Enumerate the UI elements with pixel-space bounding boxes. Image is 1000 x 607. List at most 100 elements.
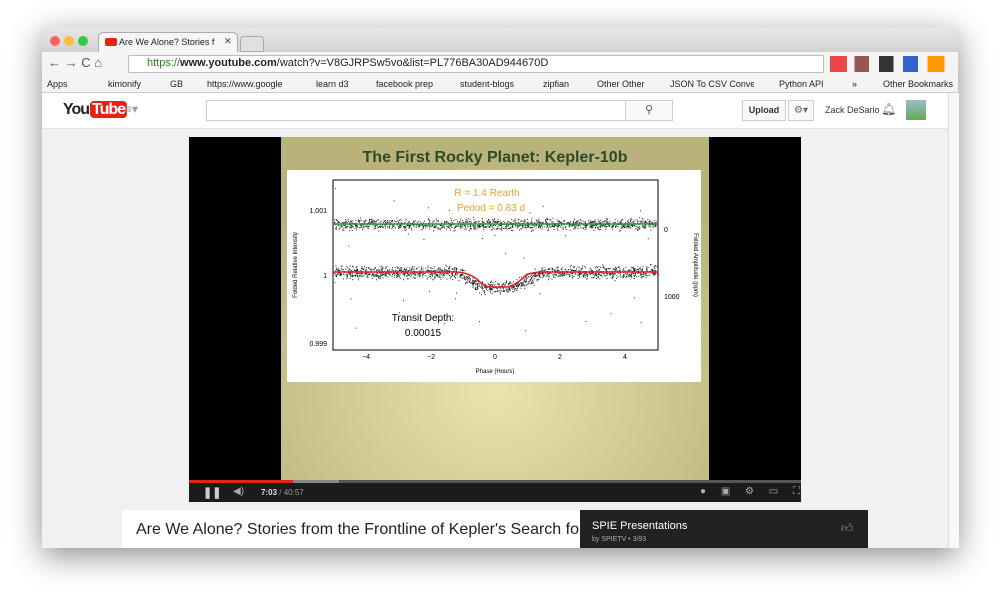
noise-dot xyxy=(376,224,378,226)
noise-dot xyxy=(575,221,577,223)
minimize-button[interactable] xyxy=(64,36,74,46)
noise-dot xyxy=(534,274,536,276)
noise-dot xyxy=(443,275,445,277)
zoom-button[interactable] xyxy=(78,36,88,46)
noise-dot xyxy=(595,267,597,269)
address-bar[interactable] xyxy=(128,55,824,73)
bookmark[interactable]: Python API xyxy=(779,79,824,89)
noise-dot xyxy=(582,227,584,229)
noise-dot xyxy=(480,286,482,288)
noise-dot xyxy=(637,270,639,272)
volume-button[interactable]: ◀) xyxy=(233,486,245,497)
noise-dot xyxy=(593,222,595,224)
noise-dot xyxy=(641,270,643,272)
noise-dot xyxy=(586,276,588,278)
user-name[interactable]: Zack DeSario xyxy=(825,105,880,115)
bookmark[interactable]: kimonify xyxy=(108,79,142,89)
bookmark[interactable]: JSON To CSV Conver xyxy=(670,79,754,89)
noise-dot xyxy=(407,274,409,276)
tab[interactable] xyxy=(98,32,238,53)
scrollbar[interactable] xyxy=(948,93,959,548)
noise-dot xyxy=(554,270,556,272)
noise-dot xyxy=(425,275,427,277)
tab-close[interactable]: ✕ xyxy=(224,36,232,46)
noise-dot xyxy=(649,221,651,223)
noise-dot xyxy=(345,273,347,275)
avatar[interactable] xyxy=(906,100,926,120)
noise-dot xyxy=(545,218,547,220)
url[interactable]: https://www.youtube.com/watch?v=V8GJRPSw… xyxy=(147,57,548,69)
noise-dot xyxy=(508,289,510,291)
noise-dot xyxy=(612,228,614,230)
bookmark[interactable]: learn d3 xyxy=(316,79,349,89)
extension-icons[interactable] xyxy=(830,56,952,72)
noise-dot xyxy=(411,228,413,230)
noise-dot xyxy=(342,273,344,275)
noise-dot xyxy=(532,282,534,284)
noise-dot xyxy=(644,225,646,227)
noise-dot xyxy=(538,275,540,277)
noise-dot xyxy=(467,218,469,220)
noise-dot xyxy=(539,270,541,272)
search-button[interactable]: ⚲ xyxy=(625,100,673,121)
tab-title[interactable]: Are We Alone? Stories f xyxy=(119,37,215,47)
noise-dot xyxy=(365,272,367,274)
noise-dot xyxy=(372,268,374,270)
noise-dot xyxy=(360,270,362,272)
guide-button[interactable]: ≡▾ xyxy=(125,102,139,116)
noise-dot xyxy=(334,272,336,274)
noise-dot xyxy=(628,273,630,275)
noise-dot xyxy=(439,272,441,274)
noise-dot xyxy=(482,290,484,292)
bookmark[interactable]: https://www.google xyxy=(207,79,283,89)
noise-dot xyxy=(624,222,626,224)
noise-dot xyxy=(593,230,595,232)
noise-dot xyxy=(505,252,507,254)
youtube-logo[interactable]: You Tube xyxy=(63,101,128,119)
noise-dot xyxy=(539,293,541,295)
noise-dot xyxy=(653,272,655,274)
bookmark[interactable]: Other Other xyxy=(597,79,645,89)
noise-dot xyxy=(444,220,446,222)
notifications[interactable]: 🔔︎ xyxy=(881,102,897,116)
other-bookmarks[interactable]: Other Bookmarks xyxy=(883,79,954,89)
noise-dot xyxy=(439,273,441,275)
bookmark[interactable]: student-blogs xyxy=(460,79,515,89)
close-button[interactable] xyxy=(50,36,60,46)
noise-dot xyxy=(445,228,447,230)
settings-button[interactable]: ⚙▾ xyxy=(788,100,814,121)
noise-dot xyxy=(344,224,346,226)
noise-dot xyxy=(365,273,367,275)
noise-dot xyxy=(645,269,647,271)
noise-dot xyxy=(357,269,359,271)
bookmark[interactable]: GB xyxy=(170,79,184,89)
like-button[interactable]: 👍︎ xyxy=(841,521,854,535)
player-controls[interactable]: ● ▣ ⚙ ▭ ⛶ xyxy=(700,486,807,497)
progress-track[interactable] xyxy=(189,480,801,483)
bookmark[interactable]: Apps xyxy=(47,79,68,89)
x-tick-label: −2 xyxy=(427,354,435,361)
noise-dot xyxy=(520,282,522,284)
new-tab[interactable] xyxy=(240,36,264,52)
noise-dot xyxy=(455,269,457,271)
noise-dot xyxy=(393,225,395,227)
pause-button[interactable]: ❚❚ xyxy=(203,487,222,499)
nav-buttons[interactable]: ← → C ⌂ xyxy=(48,55,103,70)
noise-dot xyxy=(442,225,444,227)
noise-dot xyxy=(638,275,640,277)
noise-dot xyxy=(376,273,378,275)
noise-dot xyxy=(539,273,541,275)
noise-dot xyxy=(436,274,438,276)
search-box[interactable] xyxy=(206,100,626,121)
noise-dot xyxy=(509,282,511,284)
playlist-name[interactable]: SPIE Presentations xyxy=(592,520,688,532)
bookmark[interactable]: facebook prep xyxy=(376,79,434,89)
noise-dot xyxy=(476,283,478,285)
noise-dot xyxy=(653,224,655,226)
bookmark[interactable]: zipfian xyxy=(543,79,570,89)
noise-dot xyxy=(640,276,642,278)
noise-dot xyxy=(650,229,652,231)
more-bookmarks[interactable]: » xyxy=(852,79,858,89)
upload-button[interactable]: Upload xyxy=(742,100,786,121)
noise-dot xyxy=(404,273,406,275)
